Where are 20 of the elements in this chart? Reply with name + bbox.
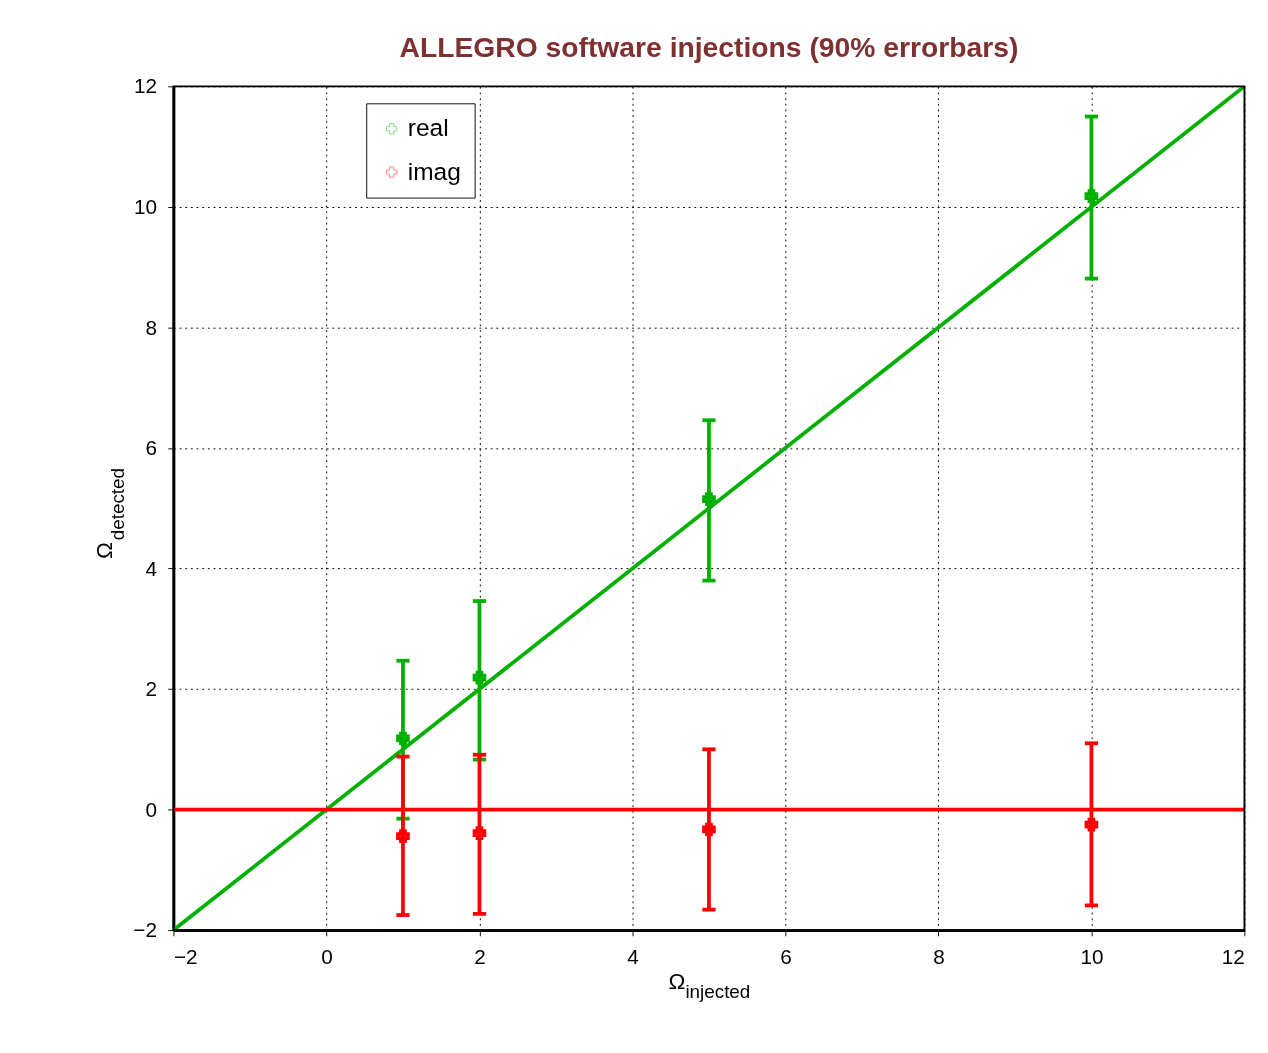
chart-title: ALLEGRO software injections (90% errorbars) (399, 31, 1019, 64)
y-tick-label: 12 (133, 74, 157, 98)
x-tick-label: −2 (173, 944, 198, 968)
y-axis-title: Ωdetected (92, 468, 129, 560)
x-tick-label: 8 (933, 944, 945, 968)
legend-label: imag (407, 157, 461, 185)
y-tick-label: 0 (145, 797, 157, 821)
legend-label: real (407, 114, 449, 142)
y-tick-label: 2 (145, 677, 157, 701)
x-tick-label: 0 (321, 944, 333, 968)
x-tick-label: 4 (627, 944, 639, 968)
x-tick-label: 2 (474, 944, 486, 968)
x-tick-label: 12 (1221, 944, 1245, 968)
y-tick-label: 4 (145, 556, 157, 580)
y-tick-label: 10 (133, 194, 157, 218)
x-tick-label: 10 (1080, 944, 1104, 968)
x-tick-label: 6 (780, 944, 792, 968)
y-tick-label: −2 (133, 918, 157, 942)
y-tick-label: 6 (145, 436, 157, 460)
y-tick-label: 8 (145, 315, 157, 339)
